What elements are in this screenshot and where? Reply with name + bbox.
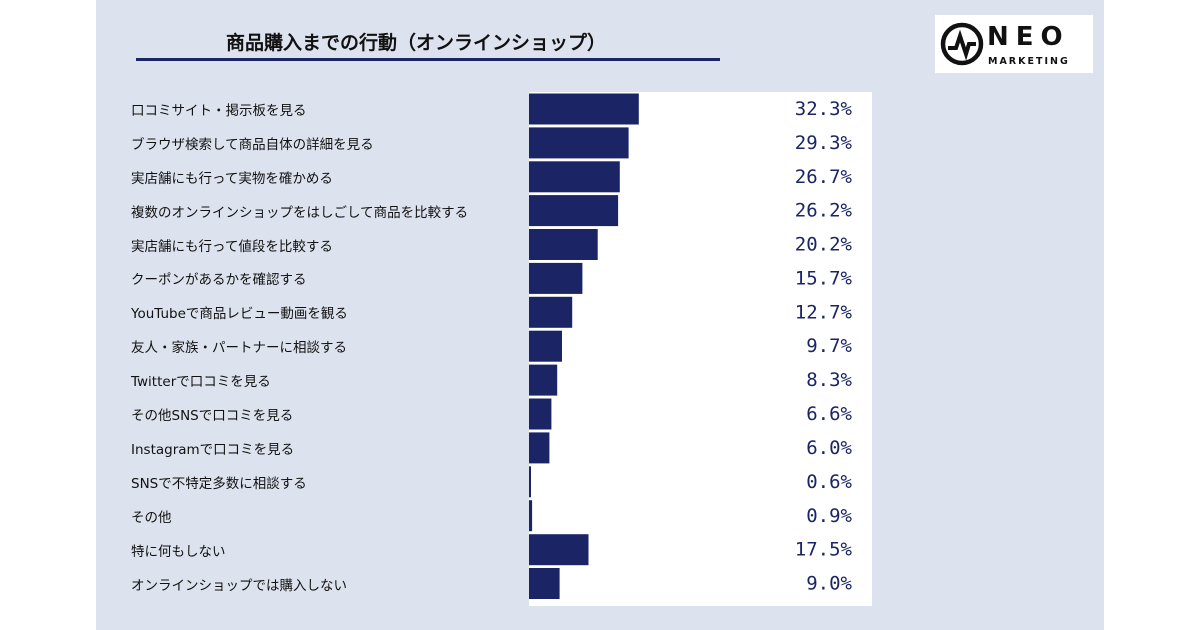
category-label: 口コミサイト・掲示板を見る: [131, 103, 307, 119]
bar-value-label: 17.5%: [795, 539, 853, 561]
bar-value-label: 0.6%: [806, 471, 852, 493]
category-label: クーポンがあるかを確認する: [131, 272, 307, 289]
bar: [529, 127, 629, 159]
category-label: 実店舗にも行って値段を比較する: [131, 238, 333, 255]
logo-subtitle: MARKETING: [988, 56, 1070, 67]
bar-value-label: 20.2%: [795, 234, 853, 256]
chart-title: 商品購入までの行動（オンラインショップ）: [226, 32, 607, 54]
bar: [529, 195, 619, 227]
category-label: SNSで不特定多数に相談する: [131, 475, 307, 492]
neo-marketing-logo: NEO MARKETING: [935, 15, 1093, 73]
category-label: 特に何もしない: [131, 543, 226, 560]
category-label: オンラインショップでは購入しない: [131, 577, 347, 594]
bar-value-label: 15.7%: [795, 267, 853, 289]
bar: [529, 534, 589, 566]
bar-value-label: 32.3%: [795, 98, 853, 120]
bar: [529, 161, 620, 193]
bar-value-label: 6.0%: [806, 437, 852, 459]
bar: [529, 93, 639, 125]
title-underline: [136, 58, 720, 61]
logo-pulse-icon: [940, 22, 984, 66]
bar-value-label: 9.7%: [806, 335, 852, 357]
bar: [529, 432, 550, 464]
category-label: Twitterで口コミを見る: [131, 374, 271, 391]
bar-value-label: 12.7%: [795, 301, 853, 323]
logo-wordmark: NEO: [987, 22, 1070, 52]
bar: [529, 500, 533, 532]
bar-value-label: 26.7%: [795, 166, 853, 188]
bar: [529, 398, 552, 430]
bar: [529, 364, 558, 396]
bar-value-label: 6.6%: [806, 403, 852, 425]
bar-value-label: 29.3%: [795, 132, 853, 154]
category-labels: 口コミサイト・掲示板を見るブラウザ検索して商品自体の詳細を見る 実店舗にも行って実…: [131, 0, 521, 630]
bar: [529, 568, 560, 599]
bar-value-label: 0.9%: [806, 505, 852, 527]
bar: [529, 296, 573, 328]
category-label: 複数のオンラインショップをはしごして商品を比較する: [131, 204, 469, 221]
category-label: その他SNSで口コミを見る: [131, 408, 294, 424]
category-label: Instagramで口コミを見る: [131, 441, 295, 458]
category-label: ブラウザ検索して商品自体の詳細を見る: [131, 136, 374, 153]
bar: [529, 330, 562, 362]
category-label: 友人・家族・パートナーに相談する: [131, 340, 347, 357]
category-label: YouTubeで商品レビュー動画を観る: [131, 306, 348, 323]
bar: [529, 262, 583, 294]
bar-value-label: 26.2%: [795, 200, 853, 222]
bar: [529, 229, 598, 260]
category-label: 実店舗にも行って実物を確かめる: [131, 170, 333, 187]
category-label: その他: [131, 509, 172, 526]
bar: [529, 466, 531, 498]
bar-value-label: 8.3%: [806, 369, 852, 391]
bar-value-label: 9.0%: [806, 573, 852, 595]
